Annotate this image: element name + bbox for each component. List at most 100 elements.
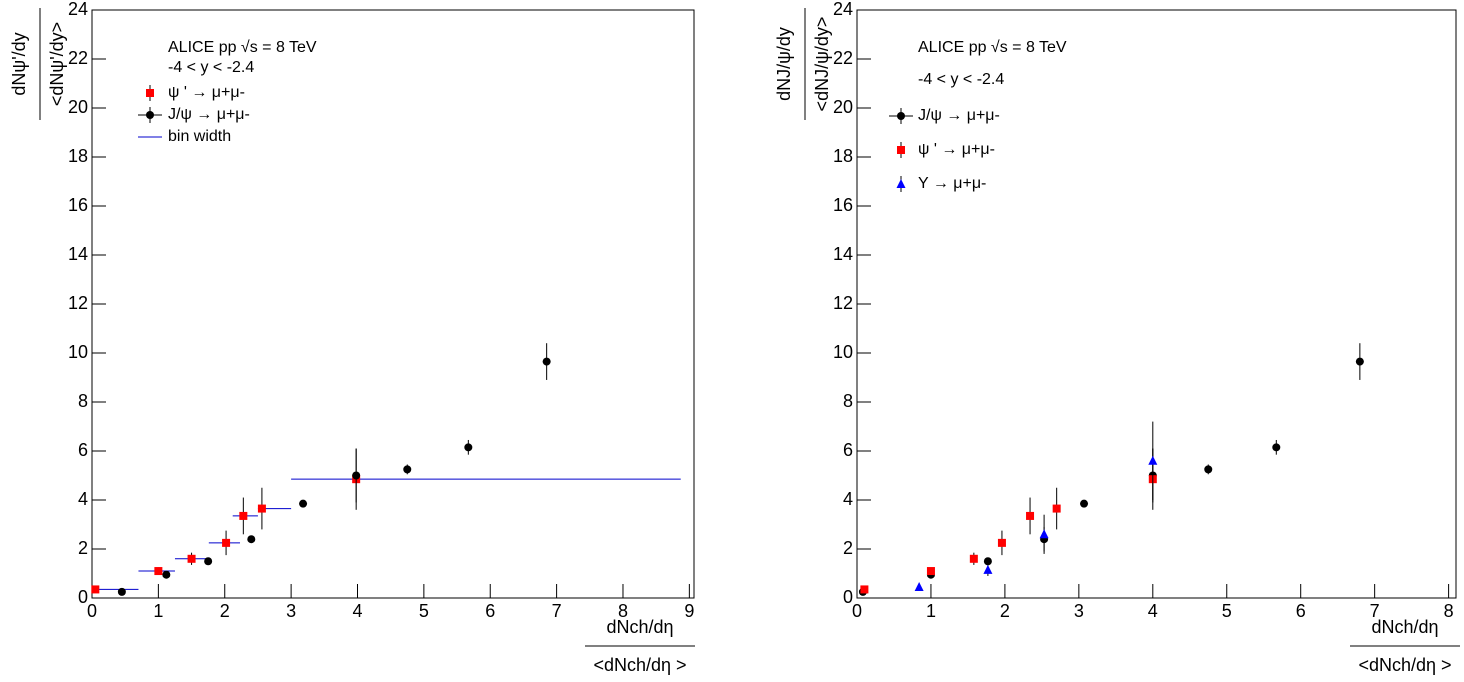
marker-circle [542,357,551,366]
annotation: -4 < y < -2.4 [168,59,254,76]
x-tick-label: 8 [1444,601,1454,621]
x-tick-label: 7 [1370,601,1380,621]
x-tick-label: 9 [684,601,694,621]
x-tick-label: 0 [87,601,97,621]
annotation: ALICE pp √s = 8 TeV [168,39,317,56]
legend-label: ψ ' → μ+μ- [168,84,245,101]
y-tick-label: 24 [68,0,88,19]
marker-circle [162,570,171,579]
y-tick-label: 10 [68,342,88,362]
x-tick-label: 3 [286,601,296,621]
legend-label: ψ ' → μ+μ- [918,141,995,158]
x-tick-label: 5 [1222,601,1232,621]
marker-circle [1272,443,1281,452]
y-tick-label: 8 [843,391,853,411]
x-axis-title: dNch/dη [606,617,673,637]
marker-circle [1204,465,1213,474]
x-tick-label: 2 [220,601,230,621]
y-tick-label: 8 [78,391,88,411]
y-tick-label: 6 [78,440,88,460]
marker-square [187,554,196,563]
y-tick-label: 22 [68,48,88,68]
y-tick-label: 18 [68,146,88,166]
marker-square [1052,504,1061,513]
x-tick-label: 6 [485,601,495,621]
y-tick-label: 20 [833,97,853,117]
legend-label: Υ → μ+μ- [918,175,986,192]
x-tick-label: 4 [1148,601,1158,621]
marker-triangle [983,564,993,574]
y-tick-label: 12 [833,293,853,313]
y-tick-label: 12 [68,293,88,313]
marker-circle [1355,357,1364,366]
marker-circle [403,465,412,474]
y-tick-label: 14 [833,244,853,264]
x-tick-label: 1 [926,601,936,621]
y-tick-label: 14 [68,244,88,264]
y-tick-label: 18 [833,146,853,166]
marker-circle [983,557,992,566]
legend-marker [896,179,906,188]
x-tick-label: 4 [352,601,362,621]
y-tick-label: 2 [78,538,88,558]
y-axis-title: <dNψ'/dy> [47,22,67,106]
legend-label: bin width [168,128,231,145]
marker-circle [352,471,361,480]
marker-circle [1080,499,1089,508]
marker-circle [204,557,213,566]
marker-square [926,567,935,576]
y-tick-label: 24 [833,0,853,19]
x-tick-label: 2 [1000,601,1010,621]
x-tick-label: 1 [153,601,163,621]
legend-marker [146,111,154,119]
legend-label: J/ψ → μ+μ- [168,106,250,123]
y-tick-label: 6 [843,440,853,460]
annotation: -4 < y < -2.4 [918,71,1004,88]
y-tick-label: 0 [78,587,88,607]
y-tick-label: 4 [843,489,853,509]
marker-square [997,538,1006,547]
marker-circle [247,535,256,544]
marker-square [969,554,978,563]
y-tick-label: 16 [68,195,88,215]
legend-label: J/ψ → μ+μ- [918,107,1000,124]
legend-marker [897,146,905,154]
marker-square [91,585,100,594]
y-tick-label: 0 [843,587,853,607]
marker-square [1026,511,1035,520]
y-tick-label: 22 [833,48,853,68]
marker-triangle [1148,455,1158,465]
marker-square [239,511,248,520]
legend-marker [146,89,154,97]
marker-square [154,567,163,576]
x-tick-label: 5 [419,601,429,621]
x-tick-label: 6 [1296,601,1306,621]
legend-marker [897,112,905,120]
x-axis-title: dNch/dη [1371,617,1438,637]
y-axis-title: dNψ'/dy [9,32,29,95]
x-axis-title: <dNch/dη > [1358,655,1451,675]
y-tick-label: 10 [833,342,853,362]
marker-circle [464,443,473,452]
marker-square [257,504,266,513]
y-tick-label: 16 [833,195,853,215]
marker-circle [117,587,126,596]
marker-triangle [914,581,924,591]
x-tick-label: 0 [852,601,862,621]
y-tick-label: 4 [78,489,88,509]
y-axis-title: <dNJ/ψ/dy> [812,17,832,112]
y-axis-title: dNJ/ψ/dy [774,27,794,101]
marker-circle [299,499,308,508]
y-tick-label: 2 [843,538,853,558]
x-tick-label: 8 [618,601,628,621]
y-tick-label: 20 [68,97,88,117]
x-tick-label: 7 [552,601,562,621]
x-axis-title: <dNch/dη > [593,655,686,675]
marker-square [222,538,231,547]
annotation: ALICE pp √s = 8 TeV [918,39,1067,56]
x-tick-label: 3 [1074,601,1084,621]
plot-frame [856,9,1457,599]
